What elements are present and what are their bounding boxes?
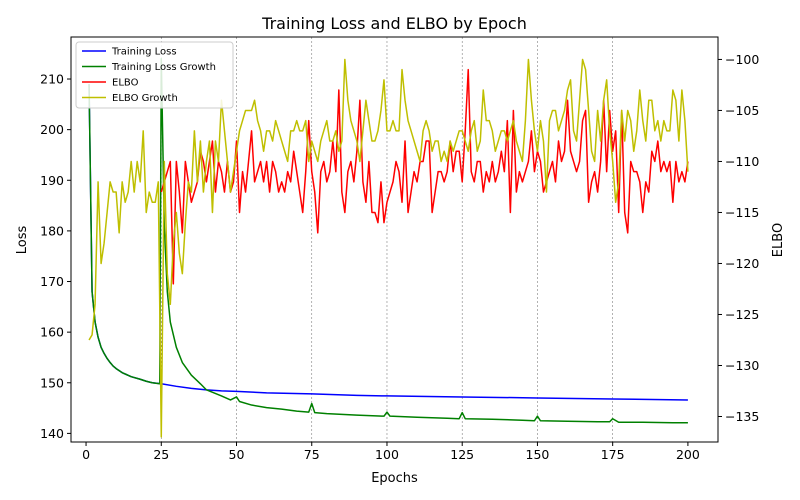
series-line-elbo-growth [88,58,689,438]
legend-label-elbo-growth: ELBO Growth [112,93,178,104]
y-left-tick-label: 180 [40,223,64,238]
y-right-tick-label: −115 [725,205,759,220]
y-right-tick-label: −100 [725,52,759,67]
y-right-tick-label: −130 [725,358,759,373]
y-left-tick-label: 140 [40,426,64,441]
y-axis-right-label: ELBO [771,223,786,257]
series-line-training-loss-growth [88,58,688,424]
x-tick-label: 0 [82,447,90,462]
chart-title: Training Loss and ELBO by Epoch [261,14,527,33]
x-axis: 0 25 50 75 100 125 150 175 200 [82,442,700,462]
legend: Training Loss Training Loss Growth ELBO ELB… [75,41,234,109]
x-tick-label: 200 [676,447,700,462]
y-axis-left-label: Loss [15,226,30,255]
legend-label-training-loss-growth: Training Loss Growth [111,62,216,73]
x-axis-label: Epochs [371,471,418,486]
y-left-tick-label: 210 [40,72,64,87]
series-line-elbo [160,68,689,285]
y-left-tick-label: 190 [40,173,64,188]
series-lines [88,58,689,438]
y-axis-right: −135 −130 −125 −120 −115 −110 −105 −100 [718,52,759,424]
legend-box [75,41,234,109]
x-tick-label: 100 [375,447,399,462]
y-right-tick-label: −105 [725,103,759,118]
x-tick-label: 125 [450,447,474,462]
y-left-tick-label: 200 [40,122,64,137]
y-right-tick-label: −110 [725,154,759,169]
plot-area-frame [70,36,719,443]
x-tick-label: 50 [229,447,245,462]
x-tick-label: 150 [526,447,550,462]
x-tick-label: 25 [153,447,169,462]
y-axis-left: 140 150 160 170 180 190 200 210 [40,72,71,441]
x-tick-label: 175 [601,447,625,462]
y-left-tick-label: 150 [40,375,64,390]
legend-label-elbo: ELBO [112,78,139,89]
legend-label-training-loss: Training Loss [111,47,177,58]
y-right-tick-label: −120 [725,256,759,271]
x-tick-label: 75 [304,447,320,462]
y-right-tick-label: −125 [725,307,759,322]
y-left-tick-label: 170 [40,274,64,289]
y-left-tick-label: 160 [40,325,64,340]
y-right-tick-label: −135 [725,409,759,424]
